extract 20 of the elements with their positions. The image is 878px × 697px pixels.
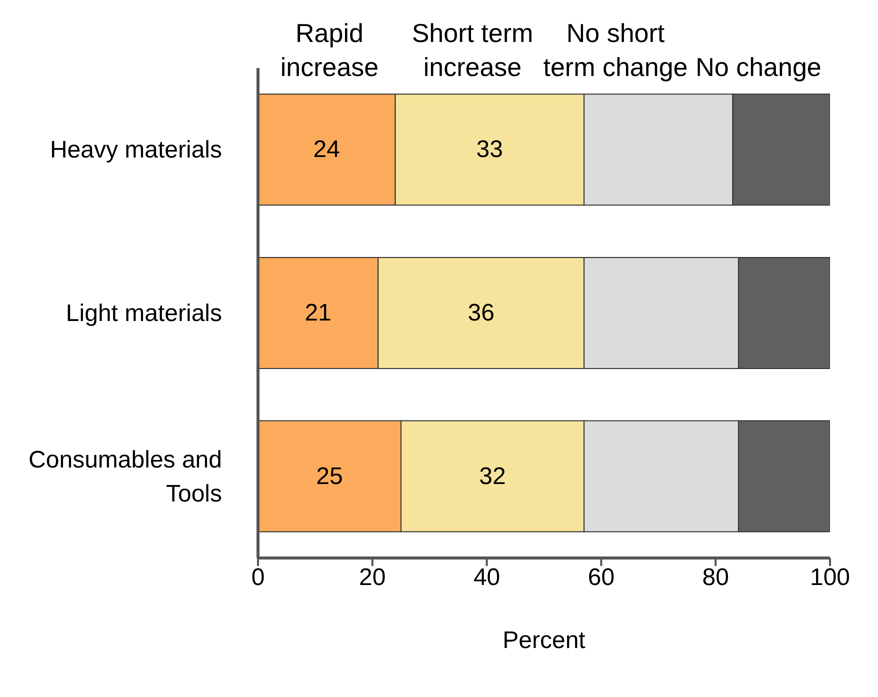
data-label: 33 bbox=[476, 136, 504, 164]
series-label: Short term increase bbox=[412, 18, 534, 82]
series-label: No short term change bbox=[542, 17, 689, 84]
y-tick-label: Heavy materials bbox=[50, 136, 222, 164]
x-tick-label: 100 bbox=[810, 564, 850, 592]
x-tick-label: 20 bbox=[359, 564, 386, 592]
data-label: 24 bbox=[313, 136, 340, 164]
x-tick-label: 80 bbox=[702, 564, 729, 592]
data-label: 36 bbox=[468, 299, 494, 326]
series-label: Rapid increase bbox=[279, 17, 380, 84]
data-label: 32 bbox=[479, 462, 506, 490]
x-axis-title: Percent bbox=[502, 627, 586, 654]
x-tick-label: 0 bbox=[251, 564, 265, 592]
series-label: No change bbox=[696, 52, 822, 82]
x-tick-label: 60 bbox=[588, 564, 615, 592]
data-label: 25 bbox=[316, 462, 343, 490]
y-tick-label: Light materials bbox=[66, 300, 222, 326]
data-label: 21 bbox=[304, 299, 332, 326]
y-tick-label: Consumables and Tools bbox=[28, 446, 222, 507]
x-tick-label: 40 bbox=[473, 564, 500, 592]
